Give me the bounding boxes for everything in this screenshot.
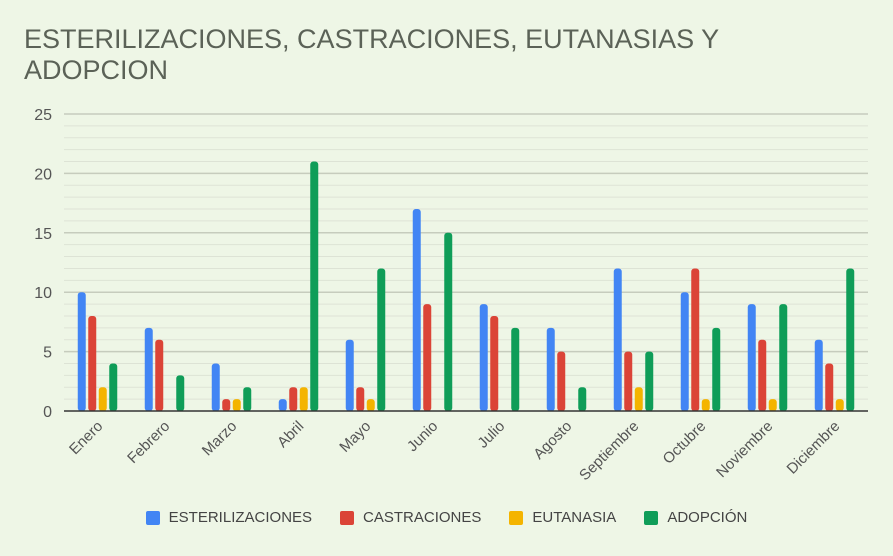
x-tick-label: Junio bbox=[404, 418, 441, 455]
legend-swatch bbox=[340, 510, 355, 525]
bar-esterilizaciones-junio bbox=[412, 209, 421, 411]
bar-esterilizaciones-julio bbox=[479, 304, 488, 411]
legend-swatch bbox=[145, 510, 160, 525]
x-tick-label: Noviembre bbox=[713, 418, 776, 481]
bar-esterilizaciones-noviembre bbox=[747, 304, 756, 411]
legend-swatch bbox=[509, 510, 524, 525]
legend-item[interactable]: EUTANASIA bbox=[509, 509, 616, 526]
bar-castraciones-febrero bbox=[155, 339, 164, 411]
bar-eutanasia-noviembre bbox=[768, 399, 777, 411]
bar-esterilizaciones-agosto bbox=[546, 327, 555, 411]
legend: ESTERILIZACIONES CASTRACIONES EUTANASIA ADO… bbox=[0, 509, 893, 526]
bar-adopción-mayo bbox=[377, 268, 386, 411]
y-tick-label: 15 bbox=[34, 226, 52, 243]
y-tick-label: 5 bbox=[43, 345, 52, 362]
x-tick-label: Octubre bbox=[660, 418, 710, 468]
bar-eutanasia-diciembre bbox=[835, 399, 844, 411]
bar-castraciones-noviembre bbox=[758, 339, 767, 411]
bar-eutanasia-octubre bbox=[701, 399, 710, 411]
legend-swatch bbox=[644, 510, 659, 525]
bar-eutanasia-marzo bbox=[232, 399, 241, 411]
x-tick-label: Septiembre bbox=[576, 418, 642, 484]
x-tick-label: Febrero bbox=[124, 418, 173, 467]
bar-castraciones-agosto bbox=[557, 351, 566, 411]
bar-castraciones-junio bbox=[423, 304, 432, 411]
bar-eutanasia-enero bbox=[98, 387, 107, 411]
y-tick-label: 20 bbox=[34, 166, 52, 183]
x-tick-label: Enero bbox=[66, 418, 106, 458]
bar-castraciones-enero bbox=[88, 315, 97, 411]
bar-castraciones-octubre bbox=[691, 268, 700, 411]
bar-adopción-febrero bbox=[176, 375, 185, 411]
legend-item[interactable]: ADOPCIÓN bbox=[644, 509, 747, 526]
bar-adopción-abril bbox=[310, 161, 319, 411]
bar-esterilizaciones-mayo bbox=[345, 339, 354, 411]
y-tick-label: 0 bbox=[43, 404, 52, 421]
y-tick-label: 10 bbox=[34, 285, 52, 302]
bar-esterilizaciones-febrero bbox=[144, 327, 153, 411]
bar-esterilizaciones-septiembre bbox=[613, 268, 622, 411]
bar-castraciones-diciembre bbox=[825, 363, 834, 411]
y-tick-label: 25 bbox=[34, 107, 52, 124]
bar-adopción-septiembre bbox=[645, 351, 654, 411]
legend-item[interactable]: CASTRACIONES bbox=[340, 509, 481, 526]
legend-label: CASTRACIONES bbox=[363, 509, 482, 526]
bar-esterilizaciones-octubre bbox=[680, 292, 689, 411]
legend-item[interactable]: ESTERILIZACIONES bbox=[145, 509, 313, 526]
bar-castraciones-mayo bbox=[356, 387, 365, 411]
chart-title: ESTERILIZACIONES, CASTRACIONES, EUTANASI… bbox=[24, 24, 719, 85]
bar-esterilizaciones-diciembre bbox=[814, 339, 823, 411]
bar-adopción-enero bbox=[109, 363, 118, 411]
bar-eutanasia-septiembre bbox=[634, 387, 643, 411]
x-tick-label: Mayo bbox=[336, 418, 374, 456]
x-tick-label: Agosto bbox=[530, 418, 575, 463]
bar-adopción-noviembre bbox=[779, 304, 788, 411]
bar-castraciones-abril bbox=[289, 387, 298, 411]
x-tick-label: Diciembre bbox=[784, 418, 844, 478]
bar-esterilizaciones-marzo bbox=[211, 363, 220, 411]
bar-eutanasia-mayo bbox=[366, 399, 375, 411]
x-tick-label: Marzo bbox=[199, 418, 240, 459]
bar-castraciones-septiembre bbox=[624, 351, 633, 411]
bar-castraciones-marzo bbox=[222, 399, 231, 411]
bar-adopción-julio bbox=[511, 327, 520, 411]
legend-label: ADOPCIÓN bbox=[667, 509, 748, 526]
x-tick-label: Julio bbox=[474, 418, 508, 452]
x-tick-label: Abril bbox=[274, 418, 307, 451]
legend-label: EUTANASIA bbox=[532, 509, 617, 526]
bar-esterilizaciones-abril bbox=[278, 399, 287, 411]
bar-adopción-octubre bbox=[712, 327, 721, 411]
bar-castraciones-julio bbox=[490, 315, 499, 411]
legend-label: ESTERILIZACIONES bbox=[168, 509, 313, 526]
bar-adopción-diciembre bbox=[846, 268, 855, 411]
bar-adopción-agosto bbox=[578, 387, 587, 411]
bar-eutanasia-abril bbox=[299, 387, 308, 411]
bar-adopción-marzo bbox=[243, 387, 252, 411]
bar-esterilizaciones-enero bbox=[77, 292, 86, 411]
bar-adopción-junio bbox=[444, 232, 453, 411]
